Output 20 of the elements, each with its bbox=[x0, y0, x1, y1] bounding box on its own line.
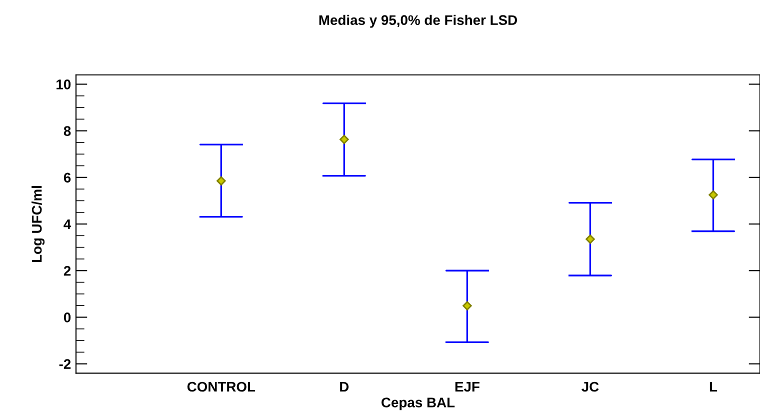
point bbox=[216, 176, 226, 186]
y-tick-label: 4 bbox=[64, 219, 72, 230]
y-tick-label: 8 bbox=[64, 126, 71, 136]
y-tick-label: 6 bbox=[64, 172, 71, 183]
y-tick-label: 0 bbox=[64, 312, 71, 322]
y-tick-label: 10 bbox=[56, 80, 71, 90]
y-tick-label: 2 bbox=[64, 266, 71, 276]
chart-title: Medias y 95,0% de Fisher LSD bbox=[319, 14, 517, 28]
x-tick-label: CONTROL bbox=[187, 382, 256, 392]
point bbox=[708, 190, 718, 200]
y-tick-label: -2 bbox=[59, 359, 71, 369]
x-tick-label: EJF bbox=[455, 382, 480, 392]
x-tick-label: JC bbox=[582, 382, 599, 392]
x-axis-title: Cepas BAL bbox=[382, 398, 455, 410]
x-tick-label: D bbox=[340, 382, 349, 392]
point bbox=[340, 134, 349, 144]
x-tick-label: L bbox=[710, 382, 718, 392]
y-axis-title: Log UFC/ml bbox=[32, 186, 45, 262]
point bbox=[586, 234, 595, 244]
point bbox=[462, 301, 472, 310]
